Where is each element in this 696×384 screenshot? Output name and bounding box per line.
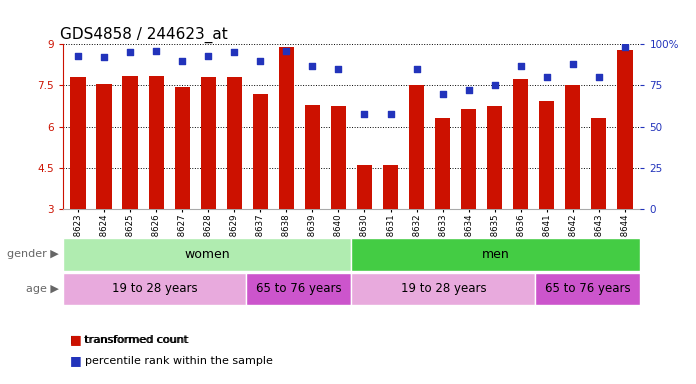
Text: ■ transformed count: ■ transformed count	[70, 335, 187, 345]
Text: ■: ■	[70, 333, 81, 346]
Point	[177, 58, 188, 64]
Bar	[63, 238, 351, 271]
Bar	[591, 118, 606, 209]
Bar	[122, 76, 138, 209]
Text: age ▶: age ▶	[26, 284, 59, 294]
Bar	[175, 87, 190, 209]
Bar	[535, 273, 640, 305]
Point	[333, 66, 344, 72]
Text: 65 to 76 years: 65 to 76 years	[545, 283, 631, 295]
Bar	[227, 77, 242, 209]
Text: ■: ■	[70, 354, 81, 367]
Bar	[97, 84, 112, 209]
Point	[99, 54, 110, 60]
Bar	[63, 273, 246, 305]
Bar	[356, 165, 372, 209]
Point	[593, 74, 604, 80]
Bar	[461, 109, 476, 209]
Text: men: men	[482, 248, 509, 261]
Bar	[351, 273, 535, 305]
Bar	[148, 76, 164, 209]
Bar	[253, 94, 268, 209]
Point	[72, 53, 84, 59]
Text: women: women	[184, 248, 230, 261]
Point	[489, 83, 500, 89]
Point	[203, 53, 214, 59]
Bar	[246, 273, 351, 305]
Point	[567, 61, 578, 67]
Bar	[487, 106, 503, 209]
Bar	[617, 50, 633, 209]
Bar	[331, 106, 347, 209]
Bar	[539, 101, 555, 209]
Text: 65 to 76 years: 65 to 76 years	[256, 283, 342, 295]
Bar	[513, 79, 528, 209]
Point	[151, 48, 162, 54]
Bar	[70, 77, 86, 209]
Bar	[200, 77, 216, 209]
Point	[281, 48, 292, 54]
Point	[541, 74, 552, 80]
Bar	[409, 86, 425, 209]
Bar	[565, 86, 580, 209]
Point	[385, 111, 396, 117]
Bar	[351, 238, 640, 271]
Point	[307, 63, 318, 69]
Point	[619, 45, 631, 51]
Text: transformed count: transformed count	[85, 335, 189, 345]
Bar	[278, 47, 294, 209]
Point	[125, 49, 136, 55]
Text: 19 to 28 years: 19 to 28 years	[112, 283, 198, 295]
Bar	[383, 165, 398, 209]
Point	[437, 91, 448, 97]
Text: 19 to 28 years: 19 to 28 years	[401, 283, 487, 295]
Point	[359, 111, 370, 117]
Text: gender ▶: gender ▶	[8, 249, 59, 260]
Point	[229, 49, 240, 55]
Point	[515, 63, 526, 69]
Text: GDS4858 / 244623_at: GDS4858 / 244623_at	[60, 26, 228, 43]
Text: percentile rank within the sample: percentile rank within the sample	[85, 356, 273, 366]
Point	[463, 87, 474, 93]
Point	[411, 66, 422, 72]
Bar	[435, 118, 450, 209]
Point	[255, 58, 266, 64]
Bar	[305, 105, 320, 209]
